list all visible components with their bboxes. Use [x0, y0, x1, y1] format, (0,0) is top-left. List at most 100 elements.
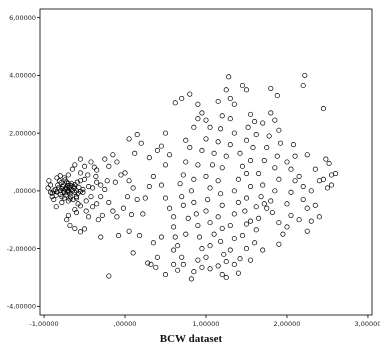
data-point: [292, 178, 298, 184]
data-point: [57, 173, 63, 179]
data-point: [110, 208, 116, 214]
data-point: [162, 162, 169, 168]
data-point: [227, 222, 233, 229]
data-point: [179, 254, 185, 260]
y-tick-label: -4,00000: [7, 303, 36, 311]
data-point: [269, 209, 275, 216]
data-point: [304, 152, 310, 158]
data-point: [77, 156, 84, 162]
data-point: [167, 205, 173, 211]
data-point: [203, 173, 209, 179]
data-point: [219, 165, 225, 171]
data-point: [132, 150, 138, 156]
data-point: [171, 247, 177, 253]
y-tick-label: ,00000: [13, 187, 36, 195]
data-point: [70, 196, 76, 203]
data-point: [288, 189, 294, 195]
data-point: [247, 218, 254, 224]
data-point: [300, 82, 306, 89]
data-point: [296, 217, 302, 223]
data-point: [183, 137, 189, 143]
data-point: [215, 214, 221, 220]
data-point: [243, 221, 250, 227]
data-point: [150, 173, 156, 179]
data-point: [304, 228, 310, 234]
data-point: [191, 199, 197, 205]
data-point: [276, 176, 282, 182]
data-point: [274, 93, 280, 99]
data-point: [53, 204, 59, 210]
data-point: [227, 95, 233, 102]
data-point: [256, 215, 262, 221]
data-point: [304, 205, 310, 211]
data-point: [118, 172, 124, 178]
data-point: [203, 254, 209, 260]
data-point: [302, 72, 308, 78]
data-point: [185, 215, 191, 221]
data-point: [199, 264, 205, 270]
data-point: [158, 143, 165, 149]
data-point: [247, 183, 254, 190]
data-point: [235, 176, 241, 182]
data-point: [243, 246, 250, 252]
data-point: [130, 250, 136, 256]
data-point: [272, 117, 278, 123]
data-point: [69, 166, 75, 172]
data-point: [72, 225, 78, 231]
data-point: [162, 272, 169, 278]
data-point: [177, 181, 183, 187]
data-point: [203, 136, 209, 142]
data-point: [138, 140, 144, 146]
data-point: [126, 178, 132, 184]
data-point: [104, 178, 110, 184]
data-point: [207, 266, 213, 272]
data-point: [81, 226, 88, 232]
data-point: [288, 212, 294, 218]
data-point: [98, 182, 104, 188]
data-point: [247, 158, 254, 164]
data-point: [77, 178, 84, 184]
data-point: [64, 217, 70, 223]
data-point: [219, 225, 225, 231]
data-point: [247, 111, 254, 117]
data-point: [280, 231, 286, 237]
data-point: [171, 214, 177, 220]
data-point: [239, 233, 245, 239]
data-point: [235, 199, 241, 205]
data-point: [268, 85, 274, 91]
data-point: [86, 214, 92, 220]
data-point: [218, 126, 224, 132]
data-point: [56, 178, 62, 184]
data-point: [274, 153, 280, 159]
data-point: [253, 227, 259, 233]
data-point: [223, 259, 229, 265]
data-point: [284, 201, 290, 207]
data-point: [323, 156, 329, 162]
data-point: [114, 214, 120, 220]
data-point: [260, 182, 266, 188]
data-point: [102, 186, 108, 192]
data-point: [203, 208, 209, 214]
data-point: [154, 254, 160, 260]
data-point: [218, 238, 224, 244]
data-point: [102, 156, 108, 162]
data-point: [215, 263, 221, 269]
data-point: [260, 247, 266, 253]
data-point: [140, 211, 146, 217]
data-point: [83, 198, 89, 204]
data-point: [253, 204, 259, 210]
data-point: [72, 162, 78, 168]
data-point: [211, 150, 217, 156]
data-point: [195, 116, 201, 122]
data-point: [292, 153, 298, 159]
data-point: [300, 183, 306, 190]
data-point: [219, 272, 225, 278]
data-point: [55, 182, 61, 188]
data-point: [134, 132, 140, 138]
data-point: [256, 171, 262, 177]
data-point: [199, 246, 205, 252]
data-point: [205, 196, 211, 203]
data-point: [258, 194, 264, 200]
data-point: [250, 145, 256, 151]
data-point: [64, 183, 71, 189]
